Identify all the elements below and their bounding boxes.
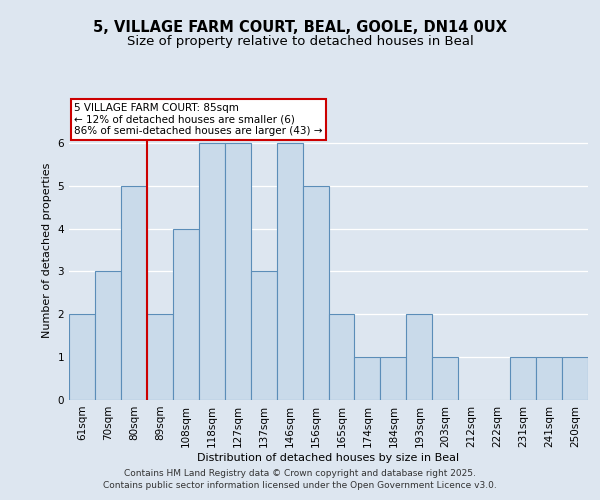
Bar: [173, 228, 199, 400]
Bar: [121, 186, 147, 400]
Bar: [329, 314, 355, 400]
X-axis label: Distribution of detached houses by size in Beal: Distribution of detached houses by size …: [197, 452, 460, 462]
Bar: [95, 272, 121, 400]
Bar: [225, 143, 251, 400]
Text: Contains public sector information licensed under the Open Government Licence v3: Contains public sector information licen…: [103, 480, 497, 490]
Text: 5, VILLAGE FARM COURT, BEAL, GOOLE, DN14 0UX: 5, VILLAGE FARM COURT, BEAL, GOOLE, DN14…: [93, 20, 507, 35]
Bar: [199, 143, 224, 400]
Bar: [433, 357, 458, 400]
Text: 5 VILLAGE FARM COURT: 85sqm
← 12% of detached houses are smaller (6)
86% of semi: 5 VILLAGE FARM COURT: 85sqm ← 12% of det…: [74, 103, 323, 136]
Bar: [277, 143, 302, 400]
Bar: [510, 357, 536, 400]
Bar: [251, 272, 277, 400]
Bar: [147, 314, 173, 400]
Bar: [406, 314, 432, 400]
Bar: [536, 357, 562, 400]
Bar: [355, 357, 380, 400]
Y-axis label: Number of detached properties: Number of detached properties: [42, 162, 52, 338]
Text: Contains HM Land Registry data © Crown copyright and database right 2025.: Contains HM Land Registry data © Crown c…: [124, 470, 476, 478]
Bar: [302, 186, 329, 400]
Bar: [380, 357, 406, 400]
Text: Size of property relative to detached houses in Beal: Size of property relative to detached ho…: [127, 34, 473, 48]
Bar: [562, 357, 588, 400]
Bar: [69, 314, 95, 400]
